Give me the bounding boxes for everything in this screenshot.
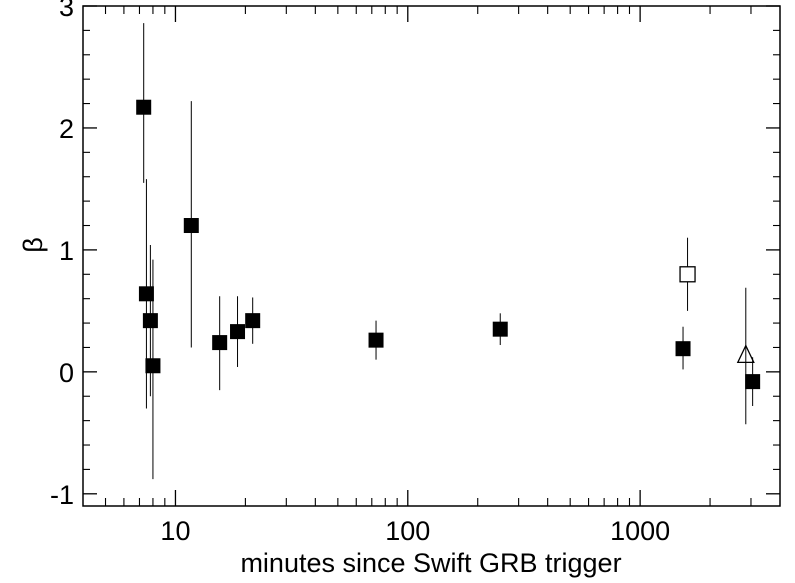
data-point-filled-square [675, 341, 691, 357]
error-bars [143, 23, 754, 480]
data-markers [136, 99, 761, 390]
data-point-filled-square [245, 313, 261, 329]
data-point-filled-square [492, 321, 508, 337]
data-point-open-square [679, 266, 696, 283]
y-axis-label: β [18, 237, 48, 253]
axis-ticks: 10 100 1000 -1 0 1 2 3 [50, 0, 780, 546]
x-axis-label: minutes since Swift GRB trigger [240, 548, 621, 578]
plot-frame [82, 5, 781, 507]
data-point-filled-square [138, 286, 154, 302]
x-tick-label: 10 [160, 516, 190, 546]
x-tick-label: 1000 [610, 516, 670, 546]
data-point-filled-square [145, 358, 161, 374]
data-point-open-triangle [736, 344, 755, 364]
data-point-filled-square [136, 99, 152, 115]
data-point-filled-square [745, 374, 761, 390]
y-tick-label: 0 [59, 358, 74, 388]
y-tick-label: 2 [59, 114, 74, 144]
x-tick-label: 100 [385, 516, 430, 546]
data-point-filled-square [212, 335, 228, 351]
data-point-filled-square [183, 218, 199, 234]
data-point-filled-square [368, 332, 384, 348]
data-point-filled-square [230, 324, 246, 340]
y-tick-label: -1 [50, 480, 74, 510]
data-point-filled-square [142, 313, 158, 329]
y-tick-label: 3 [59, 0, 74, 22]
y-tick-label: 1 [59, 236, 74, 266]
